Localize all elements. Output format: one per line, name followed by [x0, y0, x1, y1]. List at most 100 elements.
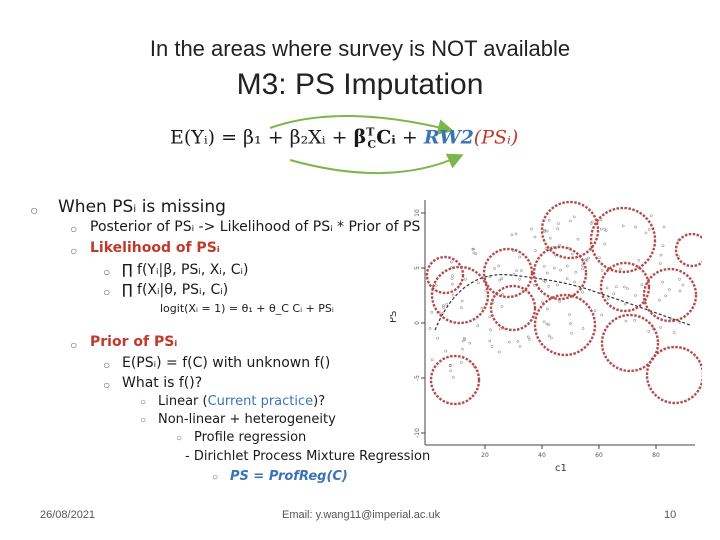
scatter-point [574, 270, 578, 274]
scatter-point [448, 364, 452, 368]
scatter-point [436, 336, 440, 340]
scatter-point [547, 323, 550, 326]
scatter-point [464, 278, 467, 281]
current-practice-link[interactable]: Current practice [207, 394, 314, 409]
scatter-point [672, 331, 676, 335]
scatter-point [570, 331, 574, 335]
profile-regression: Profile regression [194, 430, 307, 445]
scatter-point [430, 358, 434, 362]
scatter-point [547, 218, 551, 222]
scatter-point [526, 335, 530, 339]
scatter-point [518, 255, 522, 259]
bullet-icon: ○ [30, 202, 39, 218]
bullet-icon: ○ [103, 378, 111, 392]
cluster-circle [533, 293, 597, 357]
linear-option: Linear (Current practice)? [158, 394, 326, 409]
scatter-point [463, 338, 467, 342]
scatter-point [518, 277, 521, 281]
scatter-point [459, 361, 463, 364]
cluster-circle [674, 232, 702, 268]
scatter-point [477, 281, 480, 285]
cluster-circle [540, 200, 600, 260]
scatter-point [542, 279, 546, 283]
bullet-icon: ○ [70, 338, 78, 352]
scatter-point [548, 236, 552, 240]
scatter-point [556, 227, 560, 231]
scatter-point [612, 292, 616, 296]
scatter-point [498, 278, 502, 282]
scatter-point [508, 340, 511, 344]
scatter-point [649, 214, 653, 218]
y-tick-label: -5 [414, 375, 421, 381]
scatter-point [640, 283, 644, 287]
equation-ps: (PSᵢ) [473, 126, 519, 149]
scatter-point [624, 319, 628, 323]
scatter-point [500, 305, 504, 308]
scatter-point [570, 252, 574, 256]
scatter-point [451, 274, 454, 278]
y-tick-label: 5 [414, 266, 421, 270]
x-axis-label: c1 [555, 463, 567, 474]
scatter-point [434, 284, 438, 287]
scatter-point [658, 262, 662, 265]
model-equation: E(Yᵢ) = β₁ + β₂Xᵢ + βTCCᵢ + RW2(PSᵢ) [170, 126, 519, 152]
scatter-point [489, 328, 492, 332]
scatter-point [510, 233, 514, 237]
cluster-circles [425, 200, 702, 406]
y-tick-label: 10 [414, 209, 421, 217]
scatter-point [625, 287, 629, 290]
scatter-point [449, 369, 453, 373]
scatter-point [500, 277, 504, 280]
scatter-point [581, 267, 585, 271]
x-tick-label: 60 [595, 452, 603, 459]
scatter-point [644, 231, 648, 235]
scatter-point [587, 256, 590, 260]
scatter-point [659, 253, 663, 257]
bottom-arrow [289, 153, 464, 174]
scatter-point [605, 286, 609, 290]
nonlinear-option: Non-linear + heterogeneity [158, 412, 336, 427]
cluster-circle [430, 265, 490, 325]
scatter-point [533, 283, 536, 287]
scatter-point [545, 271, 549, 275]
scatter-point [634, 294, 637, 297]
scatter-point [493, 267, 496, 270]
cluster-circle [482, 247, 534, 299]
scatter-point [661, 244, 665, 248]
bullet-icon: ○ [140, 415, 147, 426]
scatter-point [450, 277, 454, 280]
scatter-point [658, 298, 661, 302]
scatter-point [565, 277, 569, 281]
scatter-point [565, 264, 569, 268]
profreg-formula: PS = ProfReg(C) [230, 469, 348, 484]
scatter-point [557, 222, 560, 225]
scatter-point [545, 229, 549, 233]
footer-email[interactable]: Email: y.wang11@imperial.ac.uk [282, 509, 441, 521]
scatter-point [556, 283, 559, 287]
scatter-point [445, 303, 449, 306]
scatter-point [444, 349, 448, 353]
scatter-point [543, 229, 547, 233]
equation-arrows [269, 115, 464, 174]
scatter-point [667, 288, 671, 291]
scatter-point [514, 232, 518, 236]
scatter-point [488, 339, 492, 343]
scatter-point [550, 336, 553, 340]
bullet-icon: ○ [140, 397, 147, 408]
scatter-point [543, 228, 546, 232]
what-is-f: What is f()? [122, 375, 203, 391]
bullet-icon: ○ [70, 244, 78, 258]
scatter-point [576, 237, 580, 241]
equation-lhs: E(Yᵢ) = β₁ + β₂Xᵢ + [170, 126, 354, 149]
bullet-icon: ○ [103, 285, 111, 299]
scatter-point [573, 280, 577, 284]
scatter-point [528, 337, 531, 341]
scatter-point [661, 280, 664, 284]
scatter-point [545, 322, 549, 326]
x-tick-label: 80 [652, 452, 660, 459]
x-tick-label: 20 [481, 452, 489, 459]
footer-page-number: 10 [664, 509, 677, 521]
cluster-circle [599, 261, 651, 313]
y-tick-label: -10 [414, 428, 421, 438]
scatter-point [600, 269, 604, 272]
